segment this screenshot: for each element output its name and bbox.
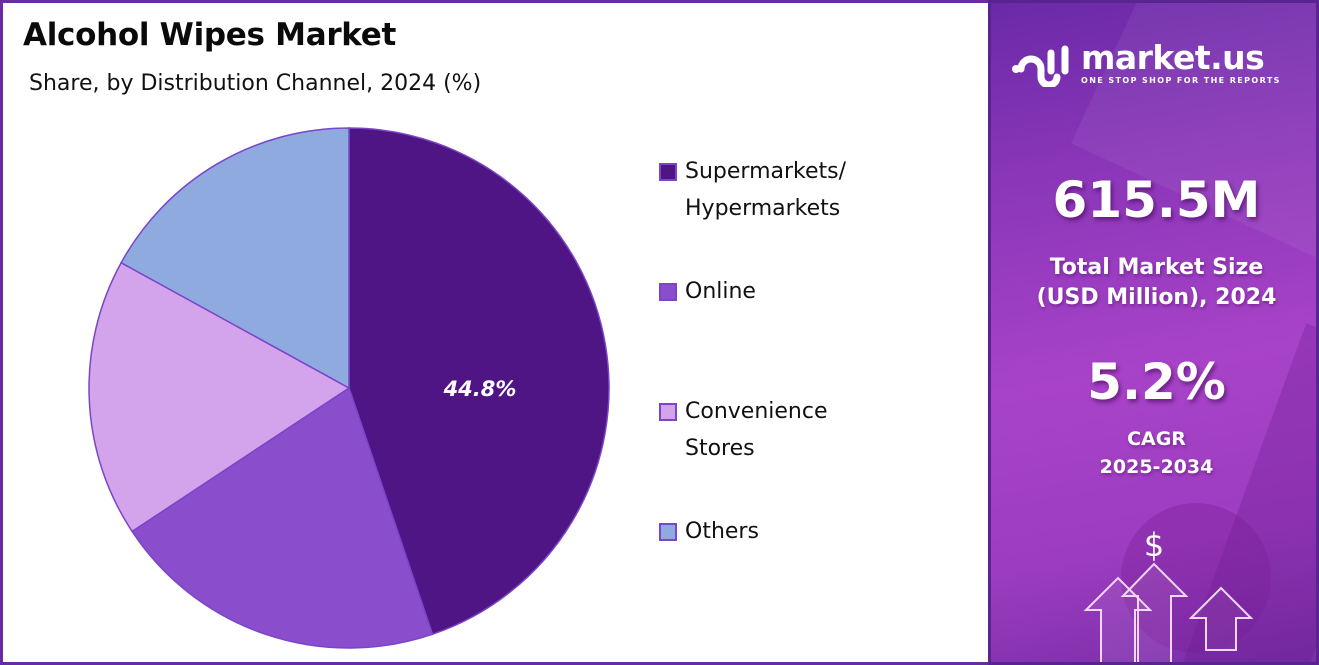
chart-panel: Alcohol Wipes Market Share, by Distribut… (0, 0, 988, 665)
market-us-logo-icon (1012, 45, 1069, 87)
chart-title: Alcohol Wipes Market (23, 17, 397, 53)
legend-swatch-supermarkets (659, 163, 677, 181)
dollar-icon: $ (1144, 526, 1164, 564)
legend-item-others: Others (659, 513, 959, 550)
legend-item-supermarkets: Supermarkets/ Hypermarkets (659, 153, 959, 227)
brand-logo: market.us ONE STOP SHOP FOR THE REPORTS (1011, 39, 1281, 87)
growth-arrows-icon: $ (1083, 526, 1254, 662)
pie-chart-svg: 44.8% (88, 127, 610, 649)
legend-swatch-convenience-stores (659, 403, 677, 421)
legend-swatch-online (659, 283, 677, 301)
pie-slice-online (131, 386, 434, 649)
legend-label-supermarkets: Supermarkets/ Hypermarkets (685, 159, 847, 221)
brand-name: market.us (1081, 38, 1265, 77)
legend-label-convenience-stores: Convenience Stores (685, 399, 828, 461)
cagr-label: CAGR 2025-2034 (1099, 428, 1214, 478)
pie-slice-convenience-stores (88, 261, 351, 533)
pie-slice-others (120, 127, 350, 390)
legend-swatch-others (659, 523, 677, 541)
market-size-value: 615.5M (1052, 171, 1261, 229)
background-cup-decoration (1121, 503, 1271, 653)
legend-label-others: Others (685, 519, 759, 544)
pie-slice-supermarkets (348, 127, 610, 636)
stats-panel: market.us ONE STOP SHOP FOR THE REPORTS … (988, 0, 1319, 665)
cagr-value: 5.2% (1087, 353, 1226, 411)
legend-item-convenience-stores: Convenience Stores (659, 393, 959, 467)
legend-label-online: Online (685, 279, 756, 304)
brand-tagline: ONE STOP SHOP FOR THE REPORTS (1081, 76, 1281, 85)
chart-subtitle: Share, by Distribution Channel, 2024 (%) (29, 71, 482, 96)
pie-chart: 44.8% (83, 121, 623, 661)
pie-data-label: 44.8% (443, 377, 517, 401)
market-size-label: Total Market Size (USD Million), 2024 (1036, 255, 1277, 310)
legend-item-online: Online (659, 273, 959, 310)
